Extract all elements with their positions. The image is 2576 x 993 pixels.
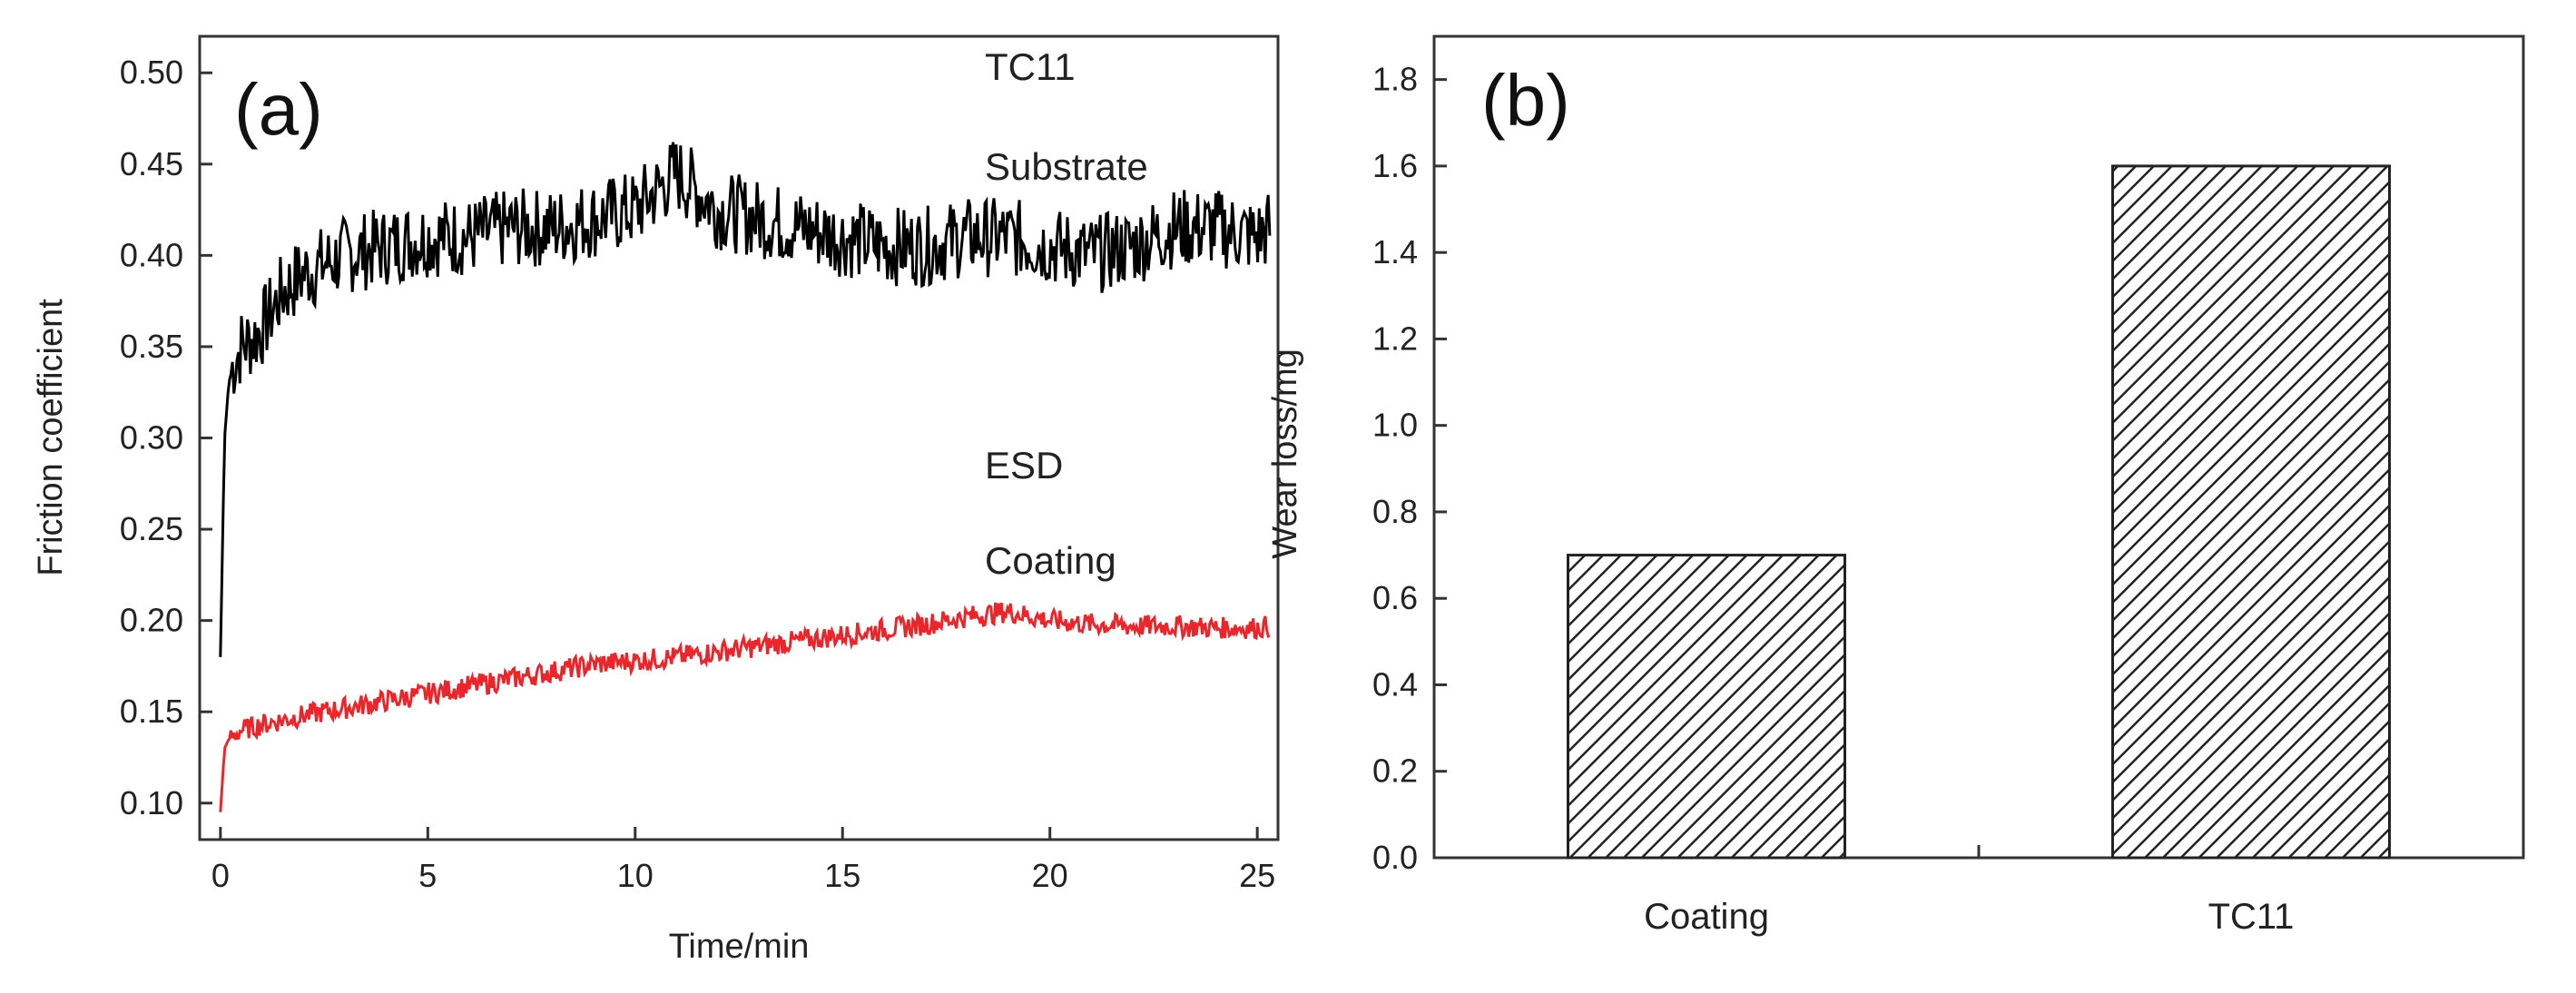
panel-a-y-tick-label: 0.15 — [120, 693, 183, 730]
panel-a-y-tick-label: 0.35 — [120, 328, 183, 365]
panel-a-y-tick-label: 0.40 — [120, 236, 183, 273]
substrate-label-line2: Substrate — [985, 145, 1148, 188]
panel-b-y-tick-label: 0.2 — [1372, 752, 1418, 790]
panel-a-x-tick-label: 0 — [211, 857, 230, 894]
panel-b-y-tick-label: 0.0 — [1372, 839, 1418, 876]
panel-a-y-tick-label: 0.30 — [120, 419, 183, 457]
panel-b-y-tick-label: 0.4 — [1372, 665, 1418, 703]
substrate-label-line1: TC11 — [985, 45, 1076, 88]
panel-b-category-label: Coating — [1644, 897, 1769, 937]
panel-b-y-tick-label: 1.0 — [1372, 407, 1418, 444]
bar-tc11 — [2111, 164, 2391, 860]
panel-a-y-tick-label: 0.25 — [120, 510, 183, 547]
panel-a-x-tick-label: 10 — [617, 857, 654, 894]
panel-a: 0.10 0.15 0.20 0.25 0.30 0.35 0.40 0.45 0.50 0 5 1… — [32, 34, 1280, 966]
panel-b-y-tick-label: 1.4 — [1372, 233, 1418, 270]
panel-a-x-tick-label: 15 — [824, 857, 860, 894]
panel-a-x-tick-label: 20 — [1032, 857, 1068, 894]
panel-b-category-label: TC11 — [2208, 897, 2295, 937]
panel-b-y-tick-label: 1.2 — [1372, 320, 1418, 357]
panel-a-tag: (a) — [234, 69, 323, 150]
panel-b-bars: Coating TC11 — [1567, 164, 2391, 937]
panel-a-x-tick-label: 5 — [418, 857, 437, 894]
panel-a-x-axis-title: Time/min — [669, 928, 810, 966]
bar-coating — [1567, 554, 1846, 860]
panel-a-y-tick-label: 0.10 — [120, 784, 183, 821]
panel-b-y-tick-label: 1.8 — [1372, 61, 1418, 98]
panel-a-x-ticks: 0 5 10 15 20 25 — [211, 827, 1275, 894]
panel-a-y-tick-label: 0.20 — [120, 602, 183, 639]
panel-b-y-tick-label: 0.8 — [1372, 493, 1418, 530]
tc11-substrate-line — [219, 142, 1272, 657]
panel-b-y-axis-title: Wear loss/mg — [1266, 349, 1304, 559]
panel-b-y-tick-label: 1.6 — [1372, 147, 1418, 184]
esd-coating-line — [219, 602, 1271, 812]
panel-a-y-tick-label: 0.50 — [120, 54, 183, 91]
panel-b-tag: (b) — [1481, 60, 1570, 141]
panel-b-y-ticks: 0.0 0.2 0.4 0.6 0.8 1.0 1.2 1.4 1.6 1.8 — [1372, 61, 1447, 876]
coating-label-line2: Coating — [985, 539, 1116, 582]
panel-a-y-axis-title: Friction coefficient — [32, 299, 70, 576]
panel-a-series — [219, 142, 1272, 812]
panel-b-y-tick-label: 0.6 — [1372, 579, 1418, 616]
panel-a-y-ticks: 0.10 0.15 0.20 0.25 0.30 0.35 0.40 0.45 0.50 — [120, 54, 212, 821]
panel-a-x-tick-label: 25 — [1239, 857, 1275, 894]
coating-label-line1: ESD — [985, 444, 1063, 487]
panel-b: 0.0 0.2 0.4 0.6 0.8 1.0 1.2 1.4 1.6 1.8 Coating TC… — [1266, 34, 2525, 937]
panel-a-y-tick-label: 0.45 — [120, 145, 183, 182]
